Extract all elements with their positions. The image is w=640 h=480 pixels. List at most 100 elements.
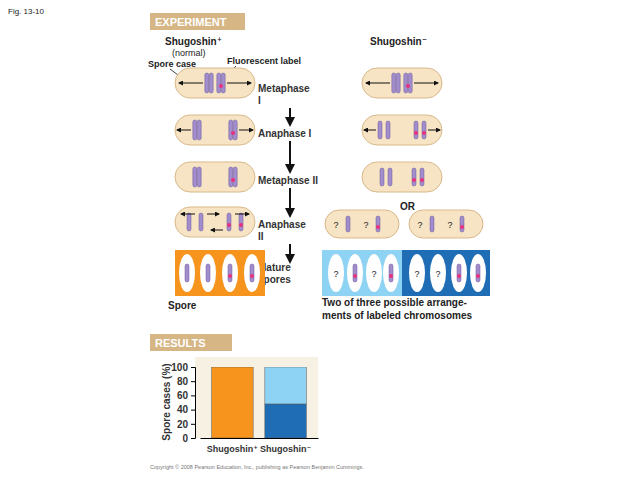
chromatid xyxy=(378,121,382,139)
spore-case xyxy=(402,250,490,296)
y-axis: 0 20 40 60 80 100 xyxy=(171,362,195,444)
arrow xyxy=(366,83,390,84)
chromatid xyxy=(476,264,480,282)
bar xyxy=(212,367,253,438)
x-axis: Shugoshin⁺Shugoshin⁻ xyxy=(201,438,319,454)
fluorescent-label xyxy=(412,178,416,182)
fluorescent-label xyxy=(250,274,254,278)
cell xyxy=(362,115,442,145)
tick: 20 xyxy=(177,419,195,430)
axis-line xyxy=(191,368,196,439)
chromatid xyxy=(430,216,434,232)
fluorescent-label xyxy=(227,223,231,227)
tick-mark xyxy=(191,381,195,382)
spore-label: Spore xyxy=(168,300,197,311)
or-label: OR xyxy=(400,201,416,212)
arrow xyxy=(239,130,253,131)
header-bar xyxy=(150,13,245,30)
diagram: ???????? xyxy=(175,68,490,296)
chromatid xyxy=(187,213,191,231)
chromatid xyxy=(422,121,426,139)
stage-label: Metaphase II xyxy=(258,175,318,186)
copyright: Copyright © 2008 Pearson Education, Inc.… xyxy=(150,464,364,470)
tick-label: 80 xyxy=(177,376,189,387)
tick-label: 60 xyxy=(177,390,189,401)
arrow xyxy=(289,141,291,172)
tick-mark xyxy=(191,424,195,425)
cell xyxy=(175,162,255,192)
arrow xyxy=(235,214,249,215)
caption: ments of labeled chromosomes xyxy=(322,310,472,321)
chromatid xyxy=(420,168,424,186)
tick-mark xyxy=(191,438,195,439)
cell xyxy=(175,68,255,98)
spore xyxy=(383,254,399,292)
chart: 020406080100Shugoshin⁺Shugoshin⁻Spore ca… xyxy=(161,357,319,454)
arrow xyxy=(207,214,219,215)
chromatid xyxy=(392,73,396,93)
column-note: (normal) xyxy=(172,48,206,58)
tick-label: 40 xyxy=(177,404,189,415)
chromatid xyxy=(205,73,209,93)
arrow xyxy=(364,130,376,131)
chromatid xyxy=(206,264,210,282)
callout: Spore case xyxy=(148,59,196,69)
stage-label: Anaphase xyxy=(258,219,306,230)
chromatid xyxy=(250,264,254,282)
spore xyxy=(347,254,363,292)
tick-label: 20 xyxy=(177,419,189,430)
tick-label: Shugoshin⁺ xyxy=(207,444,258,454)
chromatid xyxy=(229,120,233,140)
cell xyxy=(409,210,483,238)
callout: Fluorescent label xyxy=(227,56,301,66)
chromatid xyxy=(414,121,418,139)
arrow xyxy=(177,130,191,131)
cell xyxy=(362,162,442,192)
chromatid xyxy=(457,264,461,282)
tick: Shugoshin⁺ xyxy=(207,438,258,454)
spore xyxy=(328,254,344,292)
fluorescent-label xyxy=(460,225,464,229)
tick-mark xyxy=(191,367,195,368)
arrow xyxy=(181,214,195,215)
chromatid xyxy=(185,264,189,282)
chromatid xyxy=(197,120,201,140)
column-title: Shugoshin⁻ xyxy=(370,36,427,47)
spore xyxy=(200,254,216,292)
chromatid xyxy=(353,264,357,282)
fluorescent-label xyxy=(457,274,461,278)
chromatid xyxy=(412,168,416,186)
fluorescent-label xyxy=(414,131,418,135)
fluorescent-label xyxy=(353,274,357,278)
plot-background xyxy=(195,357,318,438)
chromatid xyxy=(233,167,237,187)
fluorescent-label xyxy=(231,131,235,135)
chromatid xyxy=(380,168,384,186)
chromatid xyxy=(460,216,464,232)
figure-label: Fig. 13-10 xyxy=(8,7,45,16)
chromatid xyxy=(199,213,203,231)
chromatid xyxy=(386,121,390,139)
chromatid xyxy=(408,73,412,93)
chromatid xyxy=(239,213,243,231)
caption: Two of three possible arrange- xyxy=(322,297,467,308)
chromatid xyxy=(388,168,392,186)
tick: 100 xyxy=(171,362,195,373)
tick: 0 xyxy=(182,433,195,444)
unknown-mark: ? xyxy=(435,269,440,279)
unknown-mark: ? xyxy=(333,269,338,279)
axis-line xyxy=(201,438,319,439)
stage-label: Metaphase xyxy=(258,83,310,94)
cell xyxy=(362,68,442,98)
arrow xyxy=(428,130,440,131)
unknown-mark: ? xyxy=(447,220,452,230)
arrow xyxy=(179,83,203,84)
arrow xyxy=(289,108,291,125)
unknown-mark: ? xyxy=(363,220,368,230)
chromatid xyxy=(193,167,197,187)
tick-mark xyxy=(191,395,195,396)
unknown-mark: ? xyxy=(417,220,422,230)
spore xyxy=(430,254,446,292)
tick-label: Shugoshin⁻ xyxy=(260,444,311,454)
chromatid xyxy=(404,73,408,93)
